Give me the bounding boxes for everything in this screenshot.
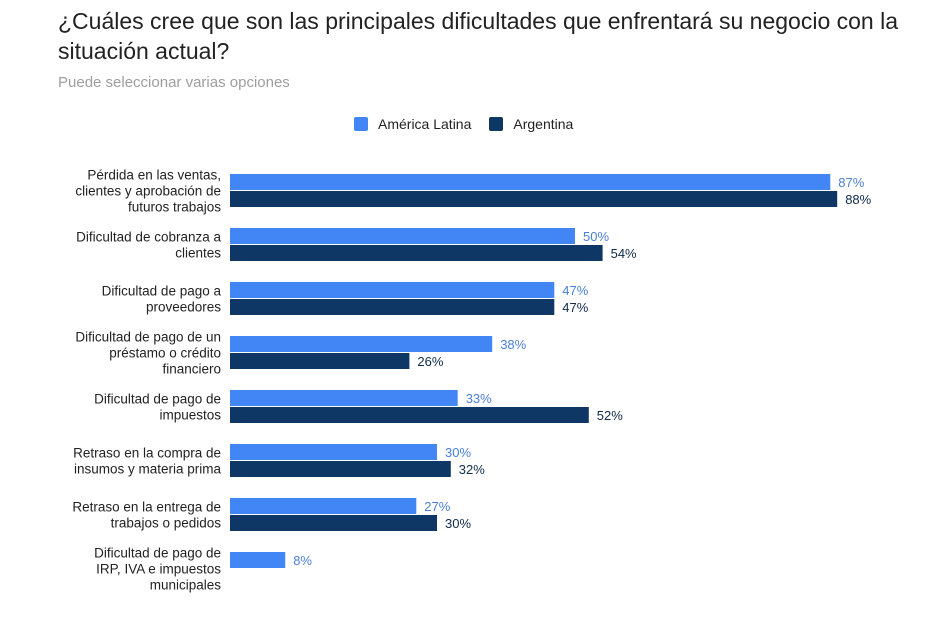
chart-subtitle: Puede seleccionar varias opciones (58, 74, 290, 91)
data-label: 26% (417, 354, 443, 369)
data-label: 33% (466, 391, 492, 406)
bar-argentina[interactable] (230, 299, 555, 315)
data-label: 38% (500, 337, 526, 352)
data-label: 8% (293, 553, 312, 568)
bar-argentina[interactable] (230, 461, 451, 477)
legend-label-argentina: Argentina (513, 116, 574, 132)
bar-america-latina[interactable] (230, 444, 437, 460)
data-label: 27% (424, 499, 450, 514)
legend-item-america-latina[interactable]: América Latina (354, 116, 471, 132)
bar-america-latina[interactable] (230, 282, 555, 298)
category-label: Pérdida en las ventas, clientes y aprobac… (75, 168, 221, 215)
legend-item-argentina[interactable]: Argentina (489, 116, 573, 132)
bar-america-latina[interactable] (230, 336, 493, 352)
chart-title: ¿Cuáles cree que son las principales dif… (58, 8, 899, 64)
bar-america-latina[interactable] (230, 498, 417, 514)
category-label: Dificultad de pago a proveedores (102, 284, 222, 315)
data-label: 52% (597, 408, 623, 423)
data-label: 88% (845, 192, 871, 207)
bar-america-latina[interactable] (230, 390, 458, 406)
legend-swatch-america-latina (354, 117, 368, 131)
data-label: 50% (583, 229, 609, 244)
bar-argentina[interactable] (230, 245, 603, 261)
data-label: 30% (445, 516, 471, 531)
bar-america-latina[interactable] (230, 552, 286, 568)
bar-argentina[interactable] (230, 515, 437, 531)
data-label: 87% (838, 175, 864, 190)
legend-label-america-latina: América Latina (378, 116, 472, 132)
bar-argentina[interactable] (230, 191, 838, 207)
category-label: Dificultad de pago de impuestos (94, 392, 221, 423)
bar-america-latina[interactable] (230, 174, 831, 190)
category-label: Retraso en la entrega de trabajos o pedid… (72, 500, 221, 531)
data-label: 32% (459, 462, 485, 477)
data-label: 54% (611, 246, 637, 261)
bar-america-latina[interactable] (230, 228, 575, 244)
category-label: Dificultad de pago de un préstamo o crédi… (75, 330, 221, 377)
data-label: 47% (562, 300, 588, 315)
bar-argentina[interactable] (230, 407, 589, 423)
category-label: Retraso en la compra de insumos y materia… (73, 446, 221, 477)
bar-argentina[interactable] (230, 353, 410, 369)
category-label: Dificultad de cobranza a clientes (76, 230, 221, 261)
category-label: Dificultad de pago de IRP, IVA e impuesto… (94, 546, 221, 593)
data-label: 47% (562, 283, 588, 298)
data-label: 30% (445, 445, 471, 460)
legend-swatch-argentina (489, 117, 504, 131)
legend: América Latina Argentina (354, 116, 591, 132)
